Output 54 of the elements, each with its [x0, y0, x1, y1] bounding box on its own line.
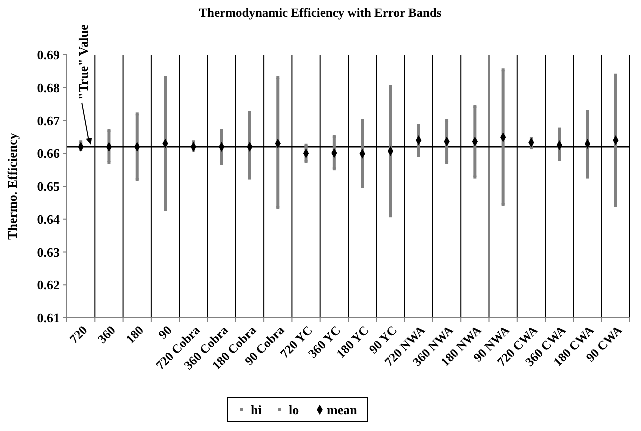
- point: [361, 185, 364, 188]
- y-axis-title: Thermo. Efficiency: [5, 132, 20, 240]
- point: [530, 146, 533, 150]
- point: [474, 105, 477, 108]
- point: [558, 158, 562, 162]
- legend-label: hi: [251, 402, 262, 418]
- point: [304, 144, 308, 147]
- point: [614, 74, 618, 77]
- ref-line-label: "True" Value: [76, 24, 92, 100]
- point: [304, 160, 308, 164]
- y-tick-label: 0.68: [37, 80, 60, 96]
- point: [220, 162, 224, 165]
- point: [586, 110, 590, 114]
- point: [474, 176, 477, 179]
- point: [417, 124, 420, 128]
- point: [586, 176, 590, 179]
- y-tick-label: 0.67: [37, 113, 60, 128]
- point: [332, 168, 336, 171]
- point: [248, 111, 252, 114]
- y-tick-label: 0.69: [37, 48, 60, 63]
- point: [558, 128, 562, 131]
- legend-label: mean: [327, 402, 358, 418]
- point: [389, 214, 392, 218]
- point: [502, 68, 505, 72]
- point: [164, 76, 168, 80]
- y-tick-label: 0.61: [37, 310, 60, 326]
- point: [248, 176, 252, 180]
- point: [502, 203, 505, 206]
- x-tick-label: 180: [123, 323, 147, 346]
- point: [446, 161, 449, 164]
- point: [389, 85, 392, 88]
- point: [276, 76, 280, 80]
- x-tick-label: 360: [95, 323, 118, 346]
- x-tick-label: 90: [156, 323, 175, 342]
- point: [108, 129, 111, 132]
- point: [136, 112, 139, 116]
- point: [417, 154, 420, 158]
- y-tick-label: 0.64: [37, 212, 60, 227]
- y-tick-label: 0.62: [37, 278, 60, 293]
- point: [164, 208, 168, 212]
- point: [332, 135, 336, 138]
- point: [614, 204, 618, 208]
- point: [361, 119, 364, 122]
- y-tick-label: 0.63: [37, 244, 60, 260]
- point: [136, 178, 139, 182]
- x-tick-label: 720: [67, 323, 90, 346]
- legend-label: lo: [289, 402, 300, 418]
- y-tick-label: 0.65: [37, 179, 60, 194]
- point: [446, 119, 449, 122]
- y-tick-label: 0.66: [37, 146, 60, 162]
- point: [220, 129, 224, 132]
- point: [276, 206, 280, 210]
- point: [108, 161, 111, 164]
- chart-title: Thermodynamic Efficiency with Error Bands: [199, 6, 442, 20]
